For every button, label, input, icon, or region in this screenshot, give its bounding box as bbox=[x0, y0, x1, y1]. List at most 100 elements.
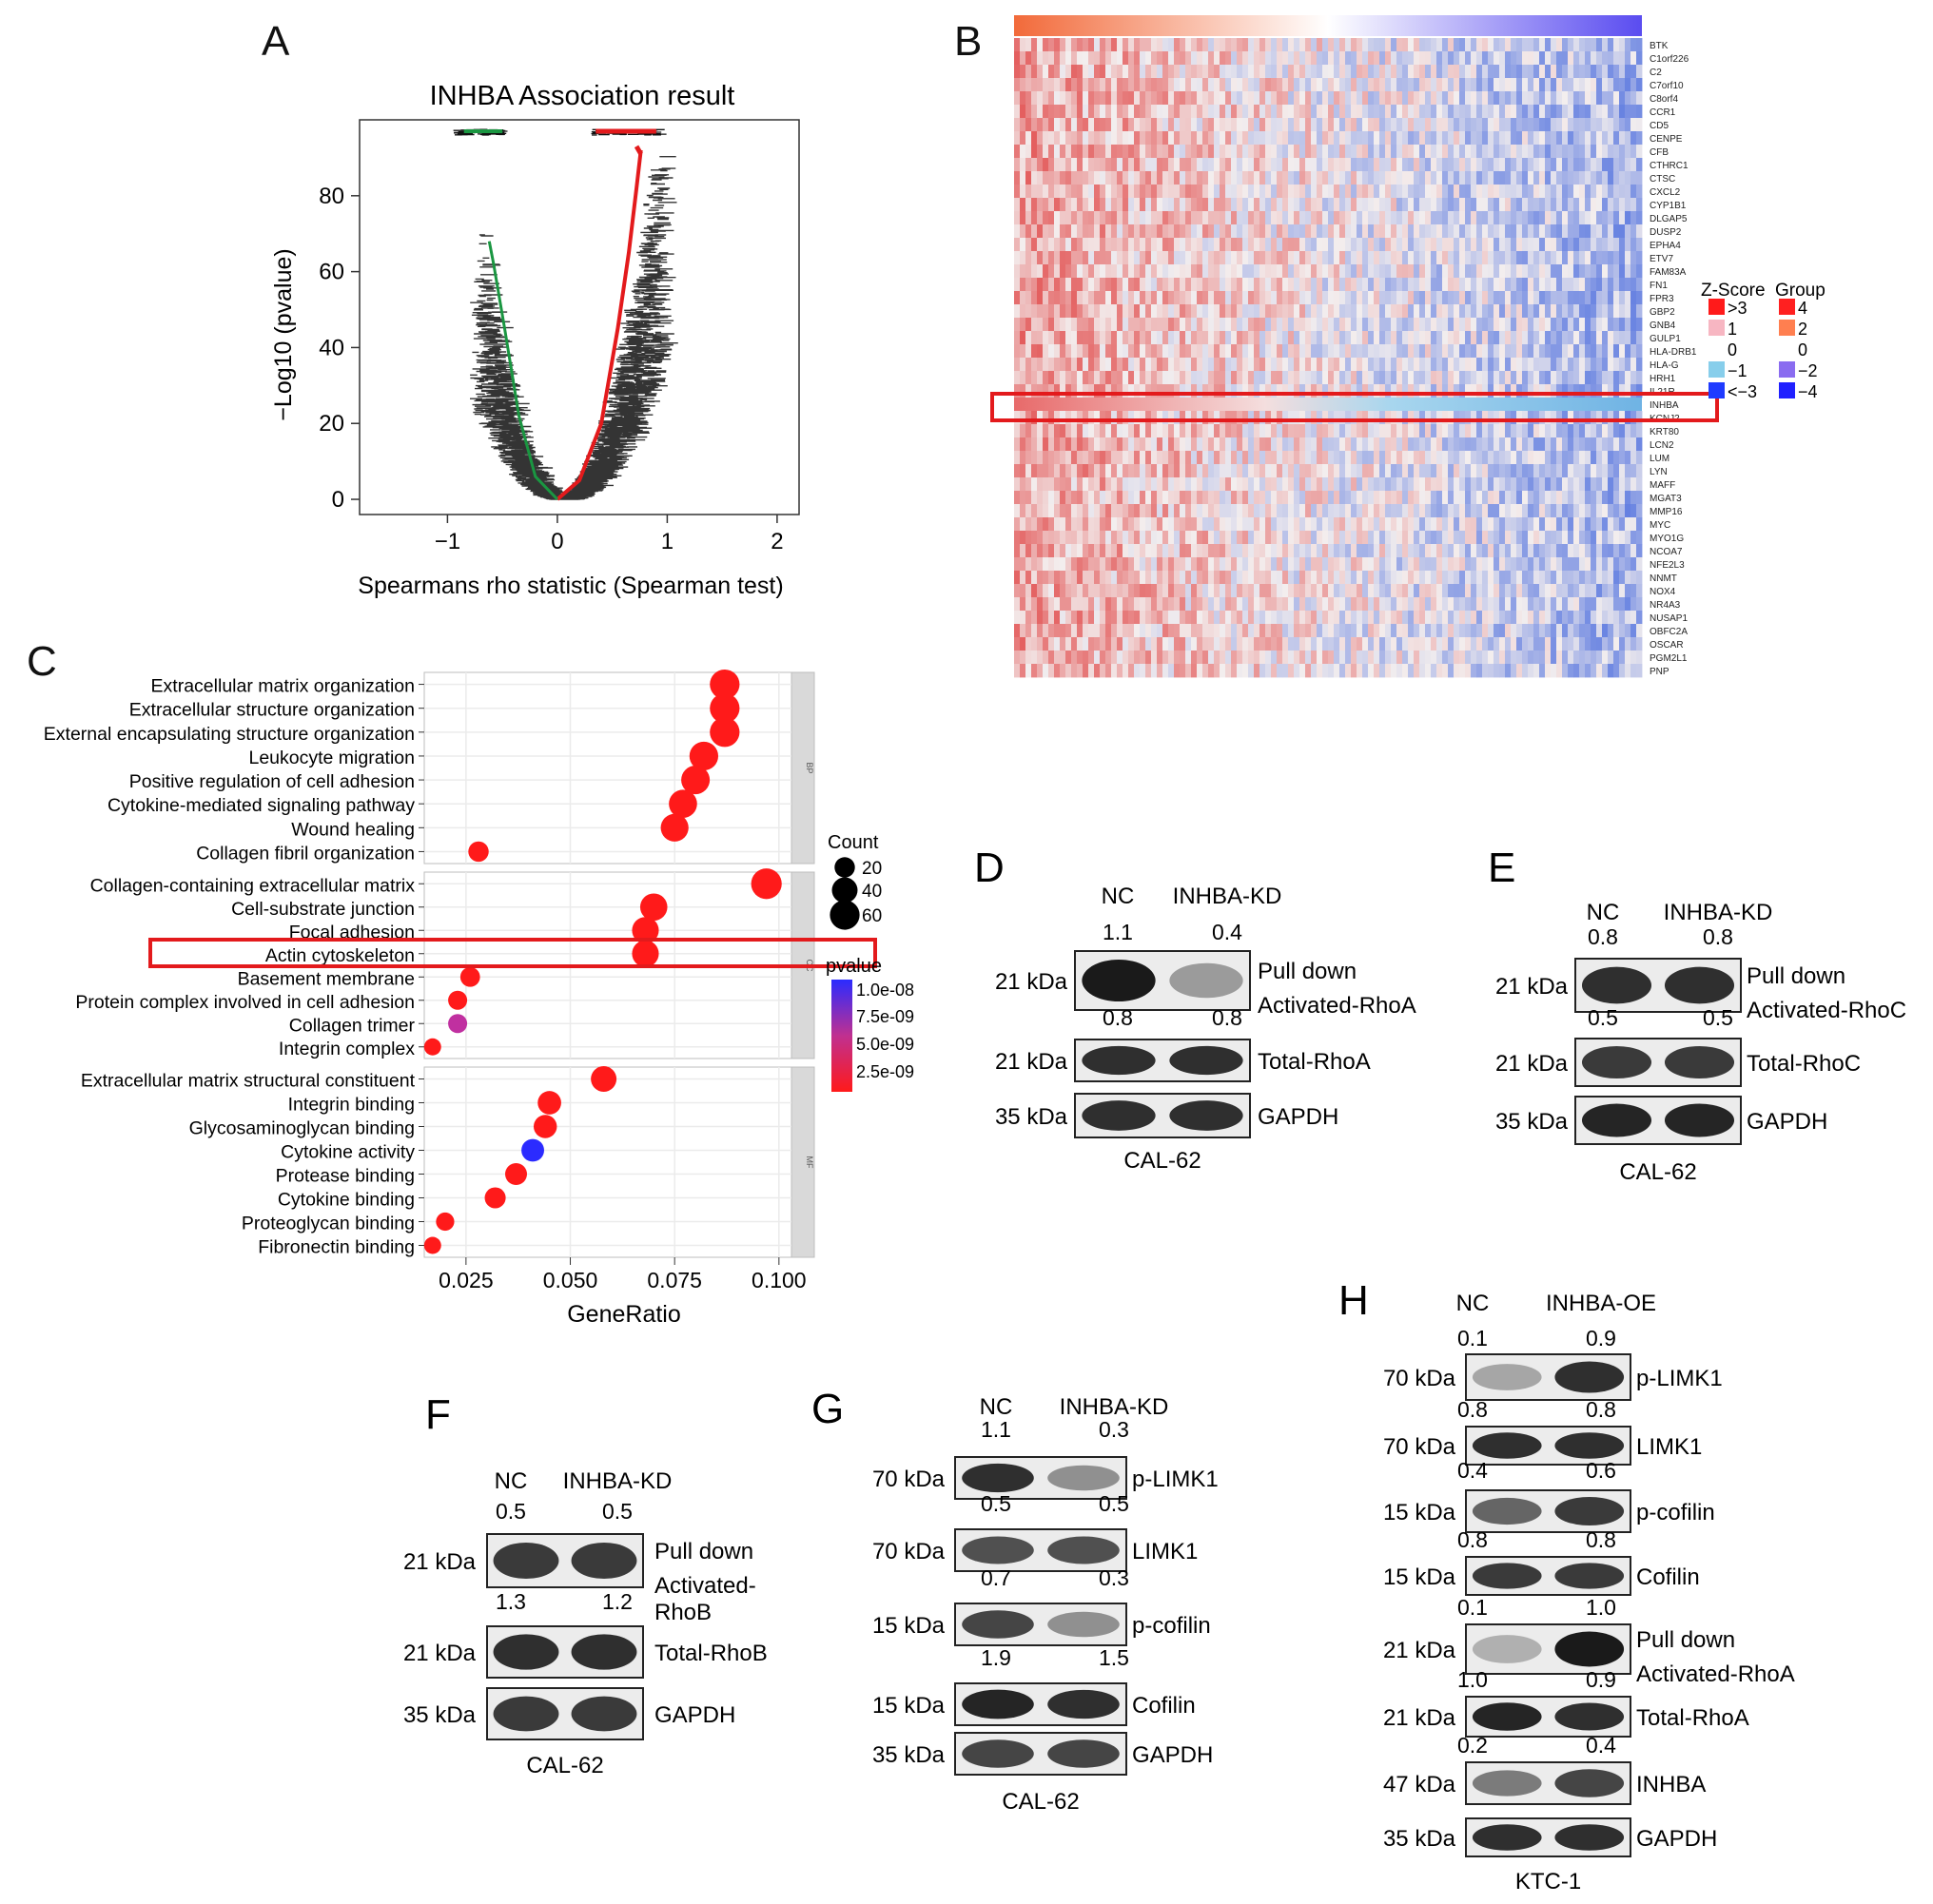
heatmap-cell bbox=[1123, 65, 1128, 78]
heatmap-cell bbox=[1128, 78, 1134, 91]
heatmap-cell bbox=[1339, 371, 1345, 384]
heatmap-cell bbox=[1088, 264, 1094, 278]
heatmap-cell bbox=[1488, 424, 1494, 437]
heatmap-cell bbox=[1436, 544, 1442, 557]
heatmap-cell bbox=[1271, 491, 1277, 504]
heatmap-cell bbox=[1054, 331, 1060, 344]
heatmap-cell bbox=[1499, 437, 1505, 451]
heatmap-cell bbox=[1077, 384, 1083, 398]
heatmap-cell bbox=[1191, 344, 1197, 358]
heatmap-cell bbox=[1591, 624, 1596, 637]
heatmap-cell bbox=[1448, 384, 1454, 398]
heatmap-cell bbox=[1499, 571, 1505, 584]
heatmap-cell bbox=[1071, 411, 1077, 424]
heatmap-cell bbox=[1071, 198, 1077, 211]
heatmap-cell bbox=[1031, 624, 1037, 637]
heatmap-cell bbox=[1551, 171, 1556, 185]
heatmap-cell bbox=[1408, 451, 1414, 464]
heatmap-cell bbox=[1294, 451, 1299, 464]
heatmap-cell bbox=[1294, 557, 1299, 571]
heatmap-cell bbox=[1220, 358, 1225, 371]
heatmap-cell bbox=[1128, 637, 1134, 651]
heatmap-cell bbox=[1414, 38, 1419, 51]
heatmap-cell bbox=[1602, 65, 1608, 78]
heatmap-cell bbox=[1630, 145, 1636, 158]
heatmap-cell bbox=[1322, 611, 1328, 624]
heatmap-cell bbox=[1031, 78, 1037, 91]
heatmap-cell bbox=[1328, 131, 1334, 145]
heatmap-cell bbox=[1476, 185, 1482, 198]
heatmap-cell bbox=[1037, 118, 1043, 131]
heatmap-cell bbox=[1231, 291, 1237, 304]
heatmap-cell bbox=[1031, 291, 1037, 304]
heatmap-cell bbox=[1585, 291, 1591, 304]
heatmap-cell bbox=[1339, 557, 1345, 571]
heatmap-cell bbox=[1351, 344, 1357, 358]
heatmap-cell bbox=[1117, 557, 1123, 571]
heatmap-cell bbox=[1351, 291, 1357, 304]
heatmap-cell bbox=[1408, 105, 1414, 118]
heatmap-cell bbox=[1294, 477, 1299, 491]
heatmap-cell bbox=[1511, 91, 1516, 105]
heatmap-cell bbox=[1185, 318, 1191, 331]
heatmap-cell bbox=[1197, 477, 1202, 491]
heatmap-cell bbox=[1277, 65, 1282, 78]
heatmap-cell bbox=[1305, 38, 1311, 51]
heatmap-cell bbox=[1100, 251, 1105, 264]
heatmap-cell bbox=[1488, 504, 1494, 517]
heatmap-cell bbox=[1482, 318, 1488, 331]
heatmap-cell bbox=[1419, 358, 1425, 371]
heatmap-cell bbox=[1305, 171, 1311, 185]
heatmap-cell bbox=[1408, 171, 1414, 185]
heatmap-cell bbox=[1379, 491, 1385, 504]
heatmap-cell bbox=[1368, 544, 1374, 557]
heatmap-cell bbox=[1528, 318, 1533, 331]
heatmap-cell bbox=[1140, 264, 1145, 278]
heatmap-cell bbox=[1562, 198, 1568, 211]
heatmap-cell bbox=[1482, 451, 1488, 464]
heatmap-cell bbox=[1048, 544, 1054, 557]
heatmap-cell bbox=[1488, 318, 1494, 331]
heatmap-cell bbox=[1088, 384, 1094, 398]
heatmap-cell bbox=[1294, 304, 1299, 318]
heatmap-cell bbox=[1282, 451, 1288, 464]
heatmap-cell bbox=[1220, 304, 1225, 318]
heatmap-cell bbox=[1037, 91, 1043, 105]
heatmap-cell bbox=[1425, 145, 1431, 158]
heatmap-cell bbox=[1311, 65, 1317, 78]
heatmap-cell bbox=[1562, 91, 1568, 105]
heatmap-cell bbox=[1277, 278, 1282, 291]
heatmap-cell bbox=[1168, 224, 1174, 238]
heatmap-cell bbox=[1014, 131, 1020, 145]
heatmap-cell bbox=[1556, 38, 1562, 51]
heatmap-cell bbox=[1596, 624, 1602, 637]
heatmap-cell bbox=[1294, 65, 1299, 78]
heatmap-cell bbox=[1573, 251, 1579, 264]
heatmap-cell bbox=[1014, 118, 1020, 131]
heatmap-cell bbox=[1071, 91, 1077, 105]
heatmap-cell bbox=[1014, 544, 1020, 557]
heatmap-cell bbox=[1419, 224, 1425, 238]
heatmap-cell bbox=[1414, 597, 1419, 611]
heatmap-cell bbox=[1037, 424, 1043, 437]
heatmap-cell bbox=[1088, 224, 1094, 238]
heatmap-cell bbox=[1043, 584, 1048, 597]
heatmap-cell bbox=[1431, 464, 1436, 477]
heatmap-cell bbox=[1579, 291, 1585, 304]
heatmap-cell bbox=[1231, 491, 1237, 504]
heatmap-cell bbox=[1111, 637, 1117, 651]
heatmap-cell bbox=[1551, 544, 1556, 557]
heatmap-cell bbox=[1602, 118, 1608, 131]
heatmap-cell bbox=[1391, 91, 1396, 105]
heatmap-cell bbox=[1231, 504, 1237, 517]
heatmap-cell bbox=[1533, 451, 1539, 464]
heatmap-cell bbox=[1368, 597, 1374, 611]
heatmap-cell bbox=[1459, 198, 1465, 211]
heatmap-cell bbox=[1288, 477, 1294, 491]
heatmap-cell bbox=[1014, 371, 1020, 384]
heatmap-cell bbox=[1111, 611, 1117, 624]
heatmap-cell bbox=[1088, 637, 1094, 651]
heatmap-cell bbox=[1328, 384, 1334, 398]
heatmap-cell bbox=[1596, 251, 1602, 264]
heatmap-cell bbox=[1294, 637, 1299, 651]
